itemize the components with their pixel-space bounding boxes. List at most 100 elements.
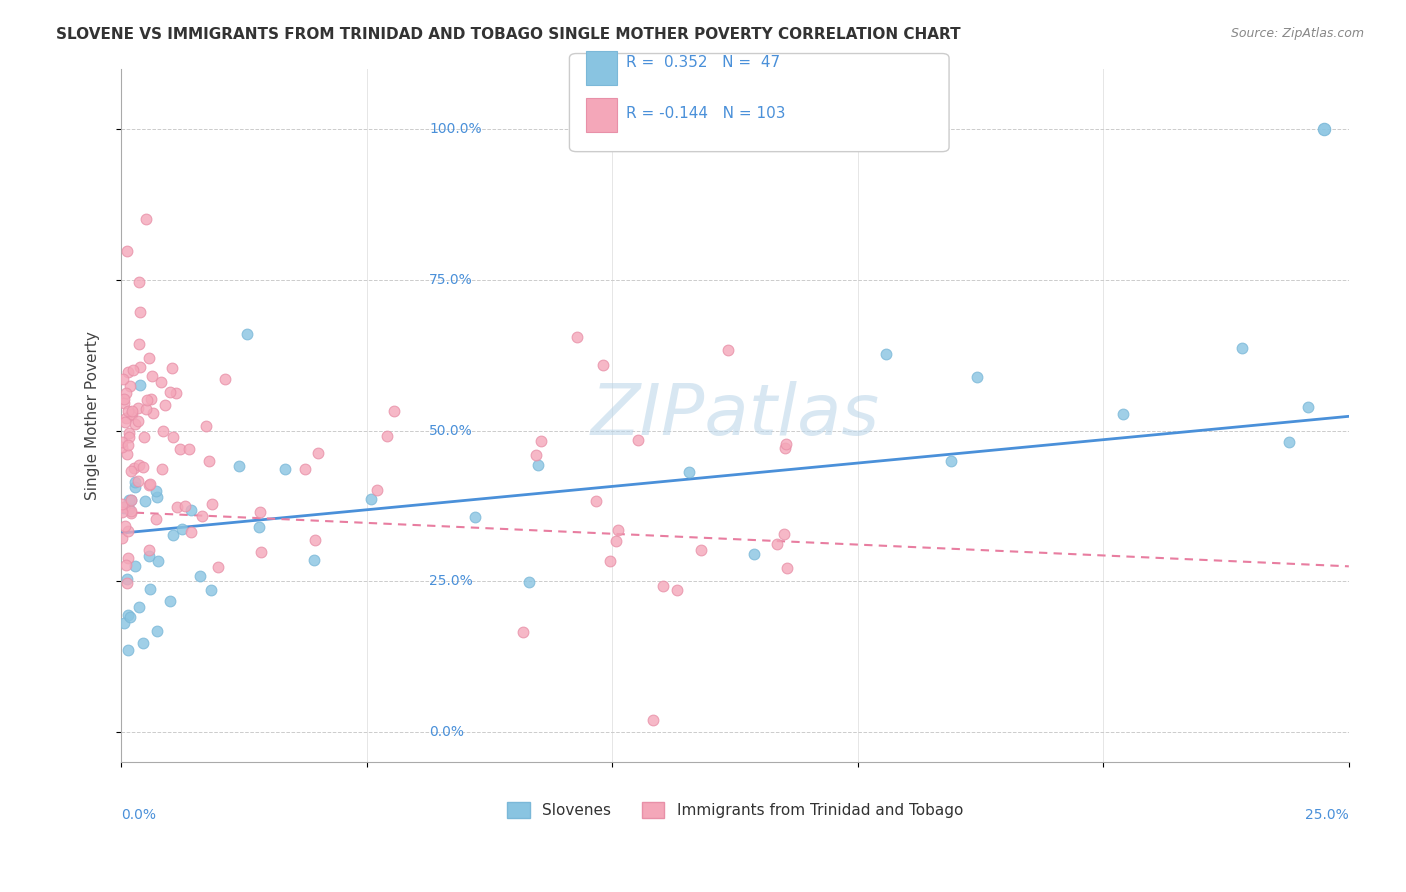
Point bbox=[115, 558, 138, 572]
Point bbox=[118, 493, 141, 508]
Point bbox=[120, 493, 142, 508]
Point bbox=[146, 490, 169, 504]
Point bbox=[138, 549, 160, 563]
Point bbox=[214, 372, 236, 386]
Point bbox=[150, 375, 173, 389]
Point bbox=[138, 542, 160, 557]
Point bbox=[120, 464, 142, 478]
Point bbox=[512, 625, 534, 640]
Point bbox=[120, 407, 142, 421]
Point bbox=[165, 386, 187, 401]
Point bbox=[773, 442, 796, 456]
Point bbox=[166, 500, 188, 515]
Point bbox=[115, 386, 138, 401]
Point bbox=[118, 501, 141, 516]
Point bbox=[939, 454, 962, 468]
Point bbox=[200, 582, 222, 597]
Point bbox=[194, 419, 217, 434]
Point bbox=[112, 500, 135, 514]
Point bbox=[120, 493, 142, 508]
Point bbox=[117, 447, 139, 461]
Point bbox=[132, 459, 155, 474]
Point bbox=[169, 442, 191, 456]
Point bbox=[249, 505, 271, 519]
Point bbox=[124, 480, 146, 494]
Point bbox=[117, 365, 139, 379]
Point bbox=[651, 579, 673, 593]
Point bbox=[128, 377, 150, 392]
Point bbox=[599, 554, 621, 568]
Point bbox=[127, 475, 149, 489]
Point bbox=[117, 550, 139, 565]
Text: SLOVENE VS IMMIGRANTS FROM TRINIDAD AND TOBAGO SINGLE MOTHER POVERTY CORRELATION: SLOVENE VS IMMIGRANTS FROM TRINIDAD AND … bbox=[56, 27, 960, 42]
Point bbox=[592, 358, 614, 372]
Point bbox=[128, 599, 150, 614]
Point bbox=[159, 385, 181, 400]
Point bbox=[605, 534, 627, 549]
Point bbox=[112, 392, 135, 406]
Point bbox=[117, 244, 139, 259]
Point bbox=[1277, 434, 1299, 449]
Point bbox=[114, 519, 136, 533]
Point bbox=[122, 363, 145, 377]
Text: 0.0%: 0.0% bbox=[121, 807, 156, 822]
Point bbox=[152, 425, 174, 439]
Point bbox=[134, 430, 156, 444]
Point bbox=[190, 509, 212, 524]
Text: 100.0%: 100.0% bbox=[429, 122, 482, 136]
Point bbox=[135, 212, 157, 227]
Point bbox=[124, 558, 146, 573]
Point bbox=[112, 501, 135, 516]
Point bbox=[247, 520, 270, 534]
Point bbox=[117, 642, 139, 657]
Text: R = -0.144   N = 103: R = -0.144 N = 103 bbox=[626, 106, 785, 120]
Point bbox=[121, 407, 143, 421]
Point bbox=[142, 406, 165, 420]
Point bbox=[366, 483, 388, 497]
Text: 50.0%: 50.0% bbox=[429, 424, 472, 438]
Point bbox=[127, 414, 149, 428]
Point bbox=[139, 477, 162, 491]
Point bbox=[716, 343, 738, 357]
Point bbox=[627, 434, 650, 448]
Point bbox=[162, 430, 184, 444]
Point bbox=[120, 503, 142, 517]
Point bbox=[155, 398, 177, 412]
Point bbox=[112, 372, 135, 386]
Point bbox=[115, 572, 138, 586]
Point bbox=[775, 437, 797, 451]
Point bbox=[302, 552, 325, 566]
Point bbox=[127, 401, 149, 416]
Point bbox=[294, 462, 316, 476]
Point bbox=[129, 360, 152, 375]
Point bbox=[304, 533, 326, 547]
Point bbox=[1230, 341, 1253, 355]
Point bbox=[117, 438, 139, 452]
Point bbox=[148, 553, 170, 567]
Point bbox=[641, 713, 664, 727]
Text: R =  0.352   N =  47: R = 0.352 N = 47 bbox=[626, 55, 780, 70]
Point bbox=[766, 537, 789, 551]
Point bbox=[690, 542, 713, 557]
Point bbox=[678, 465, 700, 479]
Point bbox=[146, 624, 169, 639]
Point bbox=[170, 522, 193, 536]
Point bbox=[112, 395, 135, 409]
Point bbox=[567, 330, 589, 344]
Point bbox=[197, 454, 219, 468]
Text: Source: ZipAtlas.com: Source: ZipAtlas.com bbox=[1230, 27, 1364, 40]
Point bbox=[773, 527, 796, 541]
Point bbox=[375, 429, 398, 443]
Text: 25.0%: 25.0% bbox=[1305, 807, 1348, 822]
Point bbox=[1112, 407, 1135, 421]
Point bbox=[135, 393, 157, 408]
Point bbox=[112, 500, 135, 514]
Point bbox=[249, 545, 271, 559]
Point bbox=[173, 500, 195, 514]
Point bbox=[180, 503, 202, 517]
Point bbox=[111, 440, 134, 454]
Point bbox=[159, 594, 181, 608]
Point bbox=[177, 442, 200, 457]
Point bbox=[141, 368, 163, 383]
Point bbox=[120, 506, 142, 520]
